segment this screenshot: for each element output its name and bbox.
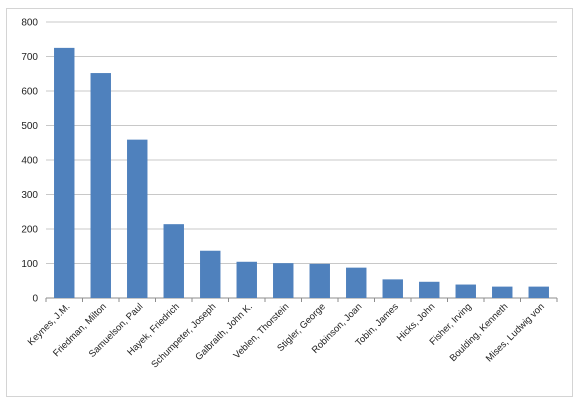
bar xyxy=(309,263,330,298)
bar xyxy=(528,286,549,298)
y-tick-label: 100 xyxy=(21,259,38,270)
bar xyxy=(419,281,440,298)
bar xyxy=(163,224,184,298)
bar xyxy=(492,286,513,298)
bar xyxy=(90,73,111,298)
y-tick-label: 600 xyxy=(21,87,38,98)
bar xyxy=(236,261,257,298)
y-tick-label: 500 xyxy=(21,121,38,132)
y-tick-label: 200 xyxy=(21,225,38,236)
y-tick-label: 700 xyxy=(21,52,38,63)
bar xyxy=(455,284,476,298)
bar xyxy=(127,139,148,298)
y-tick-label: 400 xyxy=(21,156,38,167)
y-tick-label: 800 xyxy=(21,18,38,29)
y-tick-label: 300 xyxy=(21,190,38,201)
bar xyxy=(346,267,367,298)
bar xyxy=(273,263,294,298)
bar xyxy=(382,279,403,298)
x-tick-label: Schumpeter, Joseph xyxy=(149,301,218,370)
bar xyxy=(200,250,221,298)
y-tick-label: 0 xyxy=(32,294,38,305)
bar xyxy=(54,47,75,298)
